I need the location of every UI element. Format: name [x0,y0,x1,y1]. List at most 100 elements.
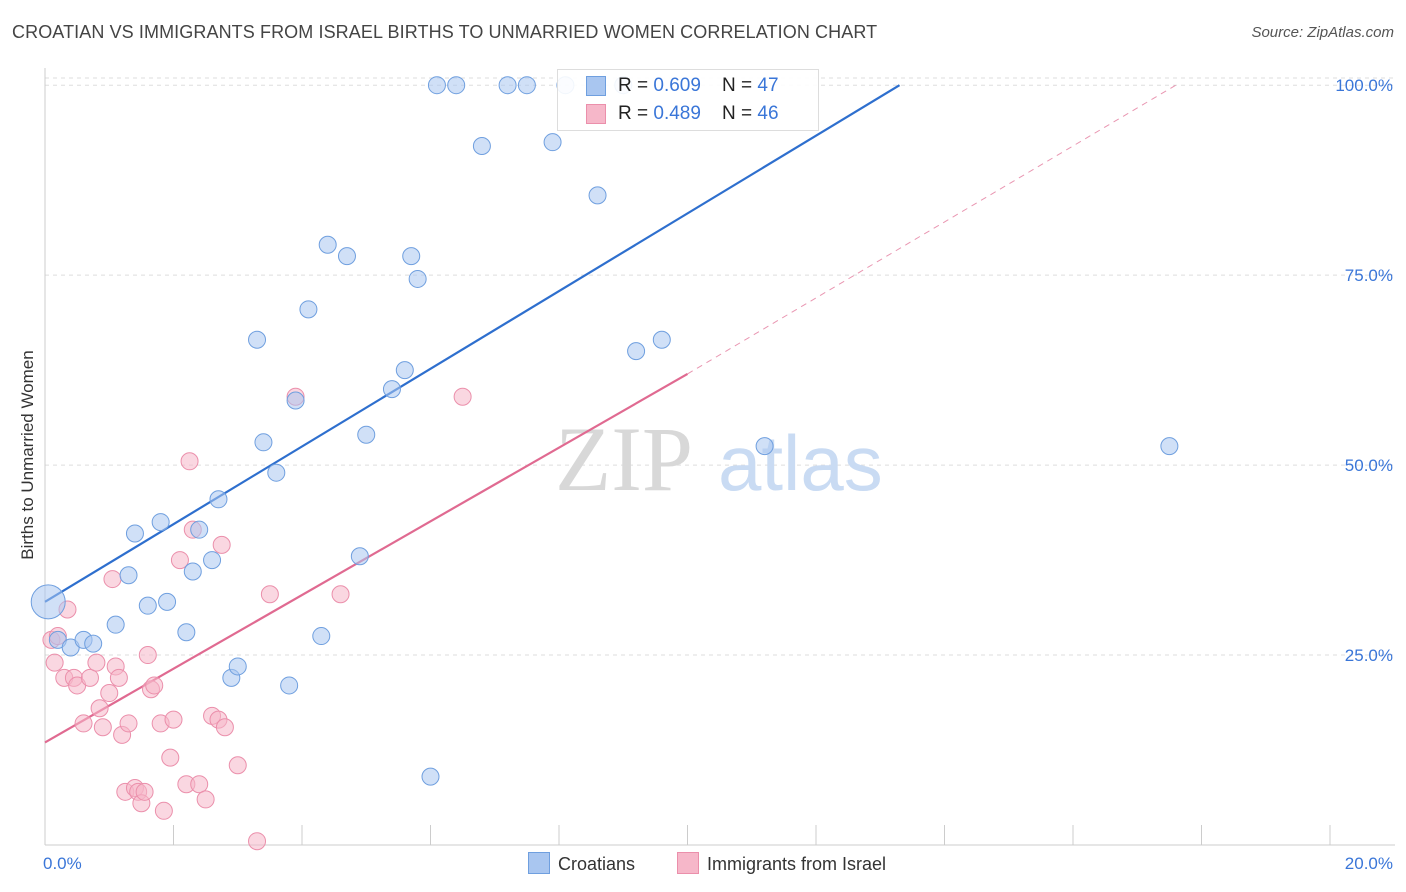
point-croatians [267,463,286,482]
point-israel [331,585,350,604]
point-israel [180,452,199,471]
point-israel [248,832,267,851]
point-croatians [318,235,337,254]
trend-line-croatians [44,84,901,603]
y-tick-label: 25.0% [1345,646,1393,665]
point-croatians [337,247,356,266]
point-croatians [286,391,305,410]
point-croatians [517,76,536,95]
point-croatians [472,136,491,155]
legend-swatch-israel [586,104,606,124]
x-tick-label-max: 20.0% [1345,854,1393,873]
point-israel [196,790,215,809]
point-croatians [498,76,517,95]
legend-n-label: N = [722,103,758,124]
bottom-legend-swatch-israel [677,852,699,874]
point-croatians [209,490,228,509]
point-croatians [30,584,66,620]
source-label: Source: ZipAtlas.com [1251,24,1394,41]
point-croatians [627,342,646,361]
tick-labels: 25.0% 50.0% 75.0% 100.0% 0.0% 20.0% [43,76,1393,873]
point-israel [119,714,138,733]
point-israel [74,714,93,733]
point-croatians [248,330,267,349]
point-croatians [382,380,401,399]
point-israel [93,718,112,737]
point-israel [45,653,64,672]
correlation-legend: R = 0.609 N = 47 R = 0.489 N = 46 [557,69,819,131]
point-israel [164,710,183,729]
point-croatians [755,437,774,456]
chart-title: CROATIAN VS IMMIGRANTS FROM ISRAEL BIRTH… [12,22,878,42]
point-israel [103,570,122,589]
point-croatians [543,133,562,152]
point-israel [87,653,106,672]
y-tick-label: 50.0% [1345,456,1393,475]
grid-lines [45,77,1395,656]
point-croatians [427,76,446,95]
point-croatians [84,634,103,653]
point-israel [135,782,154,801]
point-croatians [138,596,157,615]
point-croatians [395,361,414,380]
legend-row-croatians: R = 0.609 N = 47 [618,75,779,97]
point-croatians [421,767,440,786]
point-croatians [357,425,376,444]
watermark-zip: ZIP [555,408,693,510]
y-axis-label: Births to Unmarried Women [18,350,37,560]
y-tick-label: 100.0% [1335,76,1393,95]
legend-swatch-croatians [586,76,606,96]
point-israel [453,387,472,406]
point-croatians [402,247,421,266]
legend-n-label: N = [722,75,758,96]
point-croatians [652,330,671,349]
point-israel [161,748,180,767]
point-israel [170,551,189,570]
legend-n-value: 47 [757,75,779,96]
point-israel [260,585,279,604]
point-israel [190,775,209,794]
point-croatians [119,566,138,585]
legend-row-israel: R = 0.489 N = 46 [618,103,779,125]
point-croatians [299,300,318,319]
legend-r-value: 0.609 [653,75,701,96]
point-croatians [106,615,125,634]
point-croatians [190,520,209,539]
point-croatians [280,676,299,695]
point-croatians [447,76,466,95]
point-croatians [158,592,177,611]
point-israel [145,676,164,695]
point-israel [154,801,173,820]
axes [44,68,1395,846]
point-croatians [312,627,331,646]
watermark-atlas: atlas [718,419,883,507]
point-israel [109,668,128,687]
point-israel [100,684,119,703]
point-croatians [254,433,273,452]
point-croatians [350,547,369,566]
point-israel [212,535,231,554]
bottom-legend-swatch-croatians [528,852,550,874]
x-tick-label-min: 0.0% [43,854,82,873]
point-croatians [183,562,202,581]
point-croatians [125,524,144,543]
y-tick-label: 75.0% [1345,266,1393,285]
point-croatians [177,623,196,642]
legend-n-value: 46 [757,103,779,124]
watermark: ZIP atlas [555,408,883,510]
legend-r-label: R = [618,103,654,124]
point-croatians [1160,437,1179,456]
point-croatians [228,657,247,676]
point-israel [215,718,234,737]
point-israel [80,668,99,687]
point-israel [228,756,247,775]
legend-r-value: 0.489 [653,103,701,124]
bottom-legend-croatians: Croatians [528,852,635,875]
bottom-legend-label-croatians: Croatians [558,854,636,874]
point-croatians [588,186,607,205]
legend-r-label: R = [618,75,654,96]
bottom-legend-label-israel: Immigrants from Israel [707,854,887,874]
point-israel [90,699,109,718]
bottom-legend-israel: Immigrants from Israel [677,852,886,875]
